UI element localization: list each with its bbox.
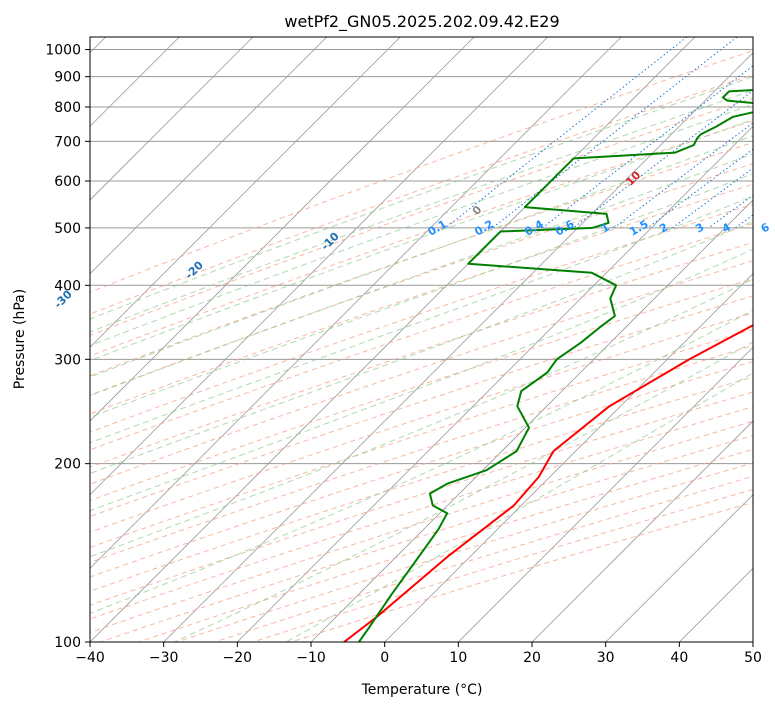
moist-adiabat-line bbox=[90, 173, 753, 418]
moist-adiabat-line bbox=[90, 220, 753, 474]
dry-adiabat-line bbox=[90, 278, 753, 502]
y-tick-label: 300 bbox=[54, 352, 81, 368]
y-tick-label: 100 bbox=[54, 635, 81, 651]
y-tick-label: 400 bbox=[54, 278, 81, 294]
dry-adiabat-line bbox=[90, 183, 753, 415]
dry-adiabat-line bbox=[90, 295, 753, 518]
moist-adiabat-line bbox=[90, 103, 753, 347]
mixing-ratio-label: 0.1 bbox=[426, 218, 449, 239]
isotherm-line bbox=[458, 346, 753, 642]
dry-adiabat-line bbox=[90, 241, 753, 468]
moist-adiabat-line bbox=[90, 309, 753, 614]
dry-adiabat-line bbox=[90, 222, 753, 451]
x-tick-label: −10 bbox=[296, 650, 326, 666]
y-tick-label: 700 bbox=[54, 134, 81, 150]
dry-adiabat-line bbox=[90, 345, 753, 563]
isotherm-line bbox=[531, 420, 753, 642]
x-tick-label: 20 bbox=[523, 650, 541, 666]
y-tick-label: 600 bbox=[54, 174, 81, 190]
mixing-ratio-label: 0.2 bbox=[472, 218, 495, 239]
mixing-ratio-line bbox=[734, 214, 753, 229]
isotherm-line bbox=[90, 37, 327, 275]
temperature-line bbox=[343, 324, 753, 642]
y-tick-label: 900 bbox=[54, 70, 81, 86]
moist-adiabat-line bbox=[90, 278, 753, 558]
mixing-ratio-line bbox=[572, 90, 753, 229]
moist-adiabat-line bbox=[90, 76, 753, 320]
dewpoint-line bbox=[358, 88, 753, 642]
dry-adiabat-label: -10 bbox=[319, 229, 342, 252]
isotherm-line bbox=[237, 125, 753, 642]
moist-adiabat-line bbox=[90, 195, 753, 444]
y-axis-label: Pressure (hPa) bbox=[12, 289, 28, 389]
dry-adiabat-label: 10 bbox=[623, 168, 643, 188]
isotherm-line bbox=[752, 641, 753, 642]
dry-adiabat-line bbox=[90, 120, 753, 357]
moist-adiabat-line bbox=[90, 89, 753, 333]
line-labels: 0.10.20.40.611.52346810131620253036-100-… bbox=[52, 168, 773, 311]
y-tick-label: 800 bbox=[54, 100, 81, 116]
isotherm-line bbox=[90, 37, 622, 569]
dry-adiabat-line bbox=[90, 74, 753, 315]
dry-adiabat-line bbox=[90, 391, 753, 606]
dry-adiabat-line bbox=[90, 203, 753, 433]
dry-adiabat-line bbox=[90, 141, 753, 377]
mixing-ratio-line bbox=[672, 167, 753, 229]
x-tick-label: 0 bbox=[380, 650, 389, 666]
isotherm-line bbox=[384, 273, 753, 642]
x-tick-label: 30 bbox=[597, 650, 615, 666]
moist-adiabat-line bbox=[90, 135, 753, 378]
isotherm-line bbox=[90, 37, 696, 642]
x-axis-ticks: −40 −30 −20 −10 0 10 20 30 40 50 bbox=[75, 642, 762, 666]
dry-adiabat-line bbox=[214, 475, 753, 642]
dry-adiabat-line bbox=[90, 163, 753, 396]
y-axis-ticks: 100 200 300 400 500 600 700 800 900 1000 bbox=[45, 43, 90, 651]
dry-adiabat-line bbox=[90, 312, 753, 533]
mixing-ratio-line bbox=[708, 194, 753, 229]
dry-adiabat-line bbox=[90, 260, 753, 485]
mixing-ratio-line bbox=[613, 122, 753, 229]
y-tick-label: 500 bbox=[54, 221, 81, 237]
mixing-ratio-label: 1.5 bbox=[627, 218, 650, 239]
isotherm-line bbox=[90, 37, 475, 422]
mixing-ratio-line bbox=[542, 65, 753, 229]
plot-frame bbox=[89, 36, 754, 643]
y-tick-label: 1000 bbox=[45, 43, 81, 59]
x-axis-label: Temperature (°C) bbox=[361, 682, 483, 698]
dry-adiabat-line bbox=[90, 328, 753, 548]
profile-series bbox=[343, 88, 753, 642]
isotherm-line bbox=[90, 37, 254, 201]
mixing-ratio-label: 0.6 bbox=[553, 217, 577, 238]
dry-adiabat-line bbox=[90, 376, 753, 592]
dry-adiabat-line bbox=[100, 434, 753, 642]
background-lines bbox=[90, 37, 753, 642]
x-tick-label: 10 bbox=[449, 650, 467, 666]
x-tick-label: −30 bbox=[149, 650, 179, 666]
y-tick-label: 200 bbox=[54, 457, 81, 473]
moist-adiabat-line bbox=[90, 248, 753, 512]
dry-adiabat-line bbox=[90, 360, 753, 578]
isotherm-line bbox=[163, 52, 753, 642]
isotherm-line bbox=[90, 37, 548, 496]
dry-adiabat-label: -20 bbox=[183, 258, 206, 281]
moist-adiabat-line bbox=[173, 341, 753, 642]
chart-title: wetPf2_GN05.2025.202.09.42.E29 bbox=[284, 12, 559, 32]
x-tick-label: −40 bbox=[75, 650, 105, 666]
moist-adiabat-line bbox=[90, 153, 753, 397]
mixing-ratio-label: 6 bbox=[759, 220, 772, 235]
dry-adiabat-line bbox=[90, 50, 753, 293]
isotherm-line bbox=[605, 494, 753, 642]
x-tick-label: −20 bbox=[223, 650, 253, 666]
dry-adiabat-line bbox=[90, 97, 753, 336]
x-tick-label: 40 bbox=[670, 650, 688, 666]
moist-adiabat-line bbox=[90, 118, 753, 362]
x-tick-label: 50 bbox=[744, 650, 762, 666]
mixing-ratio-label: 0.4 bbox=[522, 217, 546, 238]
isotherm-line bbox=[90, 37, 401, 348]
